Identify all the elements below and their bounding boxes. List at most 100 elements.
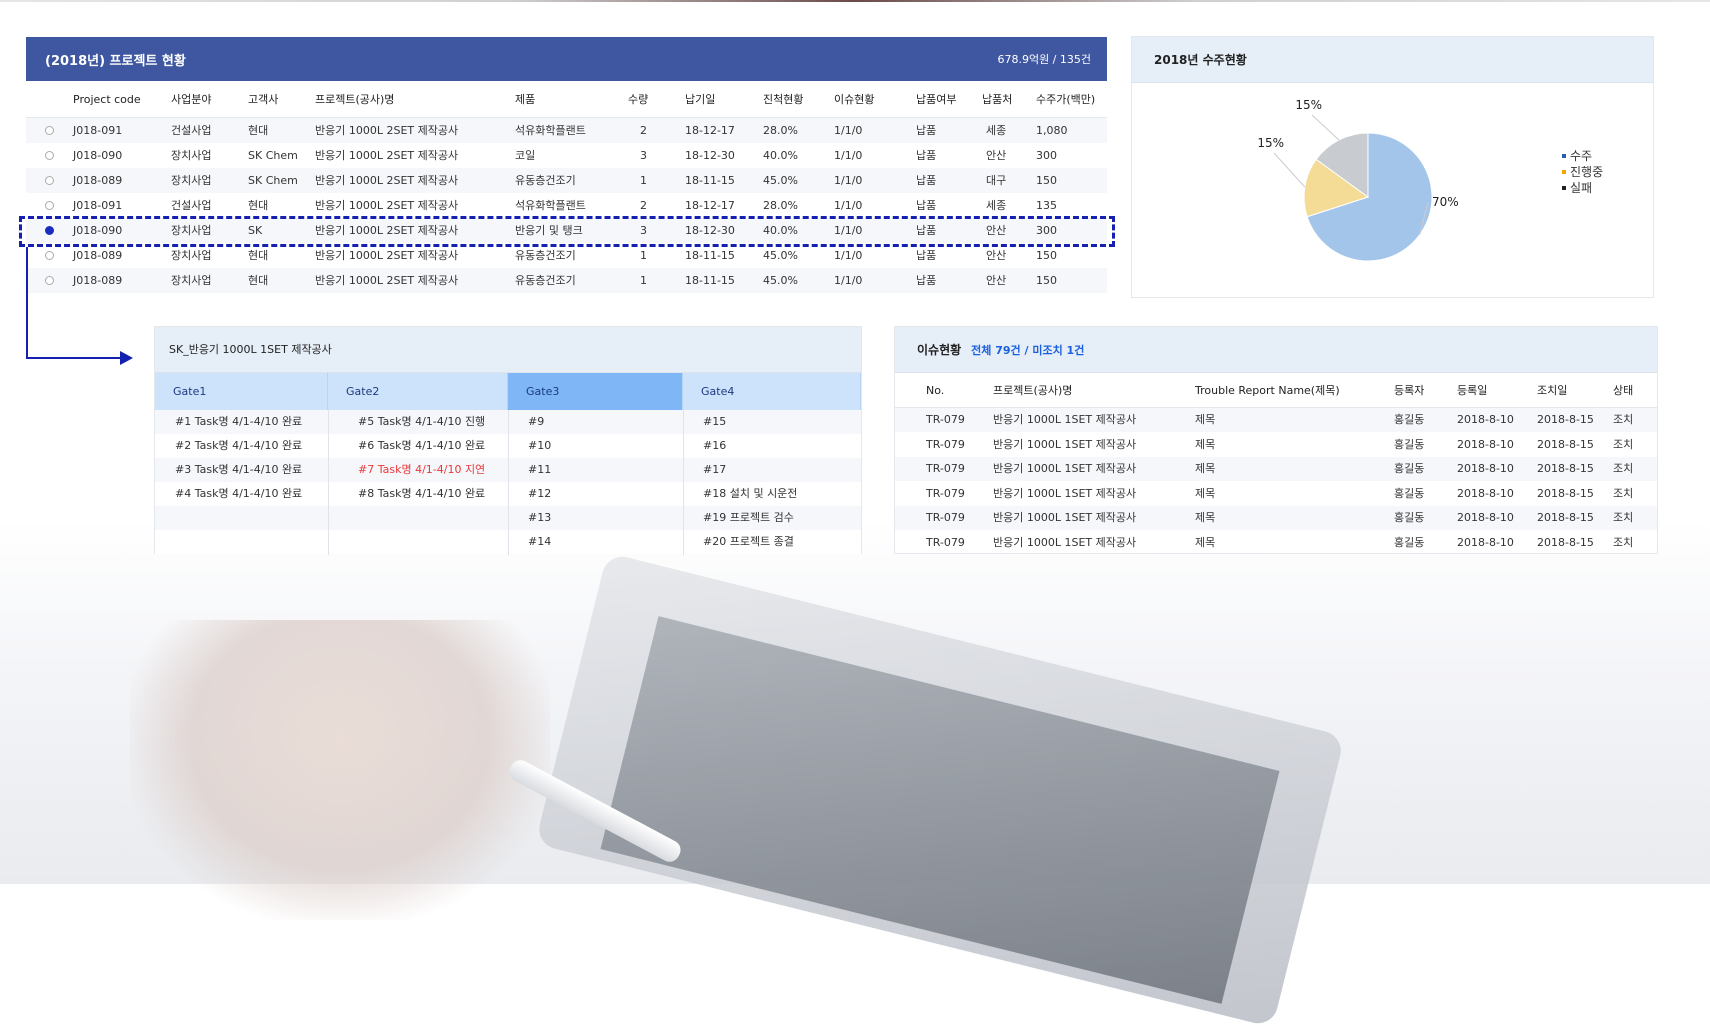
- row-radio-button[interactable]: [45, 226, 54, 235]
- tab-gate2[interactable]: Gate2: [328, 373, 508, 410]
- table-cell: 2018-8-15: [1537, 413, 1594, 426]
- task-item[interactable]: #7 Task명 4/1-4/10 지연: [358, 463, 486, 476]
- row-radio-button[interactable]: [45, 201, 54, 210]
- table-cell: 제목: [1195, 413, 1216, 426]
- legend-swatch: [1562, 170, 1566, 174]
- task-item[interactable]: #20 프로젝트 종결: [703, 535, 794, 548]
- table-row[interactable]: J018-091 건설사업 현대 반응기 1000L 2SET 제작공사 석유화학플랜트…: [26, 193, 1107, 218]
- table-cell: 조치: [1613, 486, 1634, 500]
- table-cell: 현대: [248, 124, 269, 137]
- table-cell: 석유화학플랜트: [515, 199, 586, 212]
- table-cell: 2018-8-10: [1457, 462, 1514, 475]
- table-row[interactable]: J018-091 건설사업 현대 반응기 1000L 2SET 제작공사 석유화학플랜트…: [26, 118, 1107, 143]
- table-row[interactable]: TR-079 반응기 1000L 1SET 제작공사 제목 홍길동 2018-8-10 2…: [895, 531, 1657, 555]
- table-cell: J018-091: [73, 199, 123, 212]
- table-cell: 반응기 및 탱크: [515, 224, 583, 237]
- table-cell: J018-090: [73, 149, 123, 162]
- table-cell: 45.0%: [763, 249, 798, 262]
- table-cell: 현대: [248, 249, 269, 262]
- task-item[interactable]: #15: [703, 415, 727, 428]
- table-cell: J018-090: [73, 224, 123, 237]
- table-cell: 장치사업: [171, 224, 212, 237]
- task-item[interactable]: #4 Task명 4/1-4/10 완료: [175, 487, 303, 500]
- row-radio-button[interactable]: [45, 151, 54, 160]
- table-cell: 제목: [1195, 511, 1216, 524]
- tab-gate3[interactable]: Gate3: [508, 373, 683, 410]
- table-cell: 장치사업: [171, 174, 212, 187]
- task-item[interactable]: #6 Task명 4/1-4/10 완료: [358, 439, 486, 452]
- column-header: 사업분야: [171, 93, 212, 106]
- project-table-title: (2018년) 프로젝트 현황: [45, 53, 186, 69]
- task-item[interactable]: #11: [528, 463, 552, 476]
- table-row[interactable]: J018-089 장치사업 현대 반응기 1000L 2SET 제작공사 유동층건조기 1…: [26, 268, 1107, 293]
- table-cell: 1/1/0: [834, 199, 863, 212]
- task-item[interactable]: #3 Task명 4/1-4/10 완료: [175, 463, 303, 476]
- task-item[interactable]: #18 설치 및 시운전: [703, 487, 798, 500]
- table-cell: 18-12-17: [685, 124, 735, 137]
- table-row[interactable]: TR-079 반응기 1000L 1SET 제작공사 제목 홍길동 2018-8-10 2…: [895, 457, 1657, 481]
- table-row[interactable]: J018-090 장치사업 SK Chem 반응기 1000L 2SET 제작공사 코일…: [26, 143, 1107, 168]
- table-row[interactable]: J018-089 장치사업 SK Chem 반응기 1000L 2SET 제작공사 유동…: [26, 168, 1107, 193]
- task-item[interactable]: #9: [528, 415, 545, 428]
- task-item[interactable]: #8 Task명 4/1-4/10 완료: [358, 487, 486, 500]
- table-cell: 납품: [916, 224, 937, 237]
- table-cell: J018-089: [73, 274, 123, 287]
- table-cell: 40.0%: [763, 224, 798, 237]
- legend-swatch: [1562, 186, 1566, 190]
- issue-count-summary[interactable]: 전체 79건 / 미조치 1건: [971, 344, 1085, 357]
- project-table-header: (2018년) 프로젝트 현황 678.9억원 / 135건: [26, 37, 1107, 81]
- row-radio-button[interactable]: [45, 126, 54, 135]
- task-item[interactable]: #16: [703, 439, 727, 452]
- table-cell: 안산: [986, 249, 1007, 262]
- table-cell: 반응기 1000L 1SET 제작공사: [993, 511, 1137, 524]
- table-row[interactable]: J018-090 장치사업 SK 반응기 1000L 2SET 제작공사 반응기 및 탱…: [26, 218, 1107, 243]
- task-item[interactable]: #17: [703, 463, 727, 476]
- table-cell: 반응기 1000L 1SET 제작공사: [993, 413, 1137, 426]
- table-row[interactable]: TR-079 반응기 1000L 1SET 제작공사 제목 홍길동 2018-8-10 2…: [895, 408, 1657, 432]
- table-cell: TR-079: [926, 486, 965, 500]
- table-cell: 28.0%: [763, 199, 798, 212]
- column-header: 수량: [628, 93, 649, 106]
- arrow-right-icon: [120, 351, 133, 365]
- table-cell: 조치: [1613, 413, 1634, 426]
- project-status-table: (2018년) 프로젝트 현황 678.9억원 / 135건 Project c…: [26, 37, 1107, 293]
- task-item[interactable]: #2 Task명 4/1-4/10 완료: [175, 439, 303, 452]
- task-item[interactable]: #5 Task명 4/1-4/10 진행: [358, 415, 486, 428]
- table-cell: 150: [1036, 174, 1057, 187]
- leader-line: [1419, 201, 1429, 235]
- row-radio-button[interactable]: [45, 276, 54, 285]
- table-cell: 1,080: [1036, 124, 1068, 137]
- table-cell: 안산: [986, 149, 1007, 162]
- task-item[interactable]: #10: [528, 439, 552, 452]
- task-item[interactable]: #13: [528, 511, 552, 524]
- row-radio-button[interactable]: [45, 176, 54, 185]
- table-cell: 2018-8-15: [1537, 486, 1594, 500]
- column-header: 프로젝트(공사)명: [315, 93, 395, 106]
- task-item[interactable]: #14: [528, 535, 552, 548]
- task-item[interactable]: #19 프로젝트 검수: [703, 511, 794, 524]
- pie-slice-2[interactable]: [1315, 132, 1369, 198]
- task-item[interactable]: #1 Task명 4/1-4/10 완료: [175, 415, 303, 428]
- table-cell: 조치: [1613, 437, 1634, 451]
- column-header: 이슈현황: [834, 93, 875, 106]
- table-cell: 조치: [1613, 511, 1634, 524]
- column-header: 고객사: [248, 93, 279, 106]
- issue-panel-title: 이슈현황: [917, 343, 962, 357]
- table-cell: 반응기 1000L 1SET 제작공사: [993, 462, 1137, 475]
- leader-line: [1273, 152, 1306, 188]
- table-row[interactable]: J018-089 장치사업 현대 반응기 1000L 2SET 제작공사 유동층건조기 1…: [26, 243, 1107, 268]
- table-cell: 150: [1036, 274, 1057, 287]
- table-cell: 1: [640, 174, 647, 187]
- table-cell: 2018-8-15: [1537, 462, 1594, 475]
- table-row[interactable]: TR-079 반응기 1000L 1SET 제작공사 제목 홍길동 2018-8-10 2…: [895, 433, 1657, 457]
- row-radio-button[interactable]: [45, 251, 54, 260]
- task-item[interactable]: #12: [528, 487, 552, 500]
- tab-gate1[interactable]: Gate1: [155, 373, 328, 410]
- table-cell: 홍길동: [1394, 462, 1425, 475]
- table-row[interactable]: TR-079 반응기 1000L 1SET 제작공사 제목 홍길동 2018-8-10 2…: [895, 482, 1657, 506]
- tab-gate4[interactable]: Gate4: [683, 373, 861, 410]
- table-cell: 18-11-15: [685, 174, 735, 187]
- table-cell: 반응기 1000L 1SET 제작공사: [993, 437, 1137, 451]
- table-row[interactable]: TR-079 반응기 1000L 1SET 제작공사 제목 홍길동 2018-8-10 2…: [895, 506, 1657, 530]
